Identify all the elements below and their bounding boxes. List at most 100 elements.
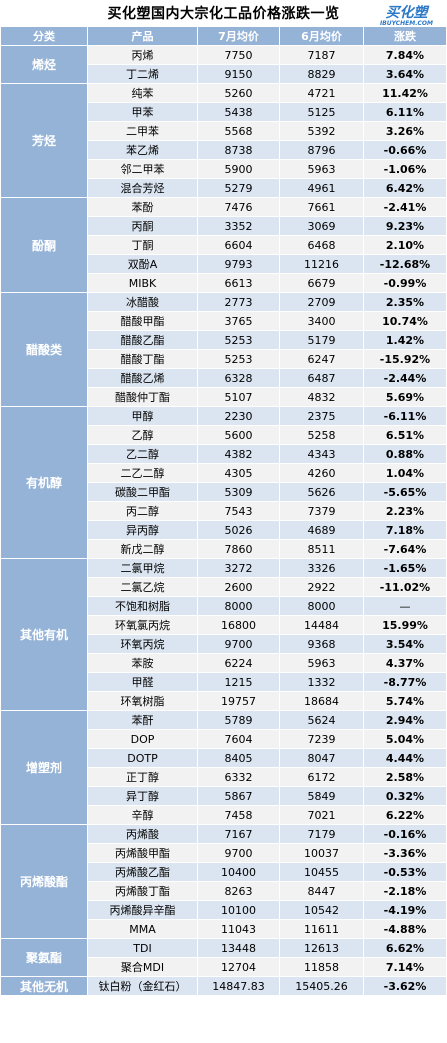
header-row: 分类 产品 7月均价 6月均价 涨跌 — [0, 26, 447, 46]
june-price-cell: 8511 — [279, 539, 364, 559]
change-cell: -0.99% — [363, 273, 447, 293]
july-price-cell: 7476 — [197, 197, 280, 217]
july-price-cell: 5253 — [197, 349, 280, 369]
july-price-cell: 3272 — [197, 558, 280, 578]
june-price-cell: 4689 — [279, 520, 364, 540]
change-cell: 2.58% — [363, 767, 447, 787]
table-row: 甲苯 5438 5125 6.11% — [1, 102, 447, 122]
june-price-cell: 11611 — [279, 919, 364, 939]
table-row: MIBK 6613 6679 -0.99% — [1, 273, 447, 293]
july-price-cell: 10400 — [197, 862, 280, 882]
june-price-cell: 7021 — [279, 805, 364, 825]
change-cell: -4.88% — [363, 919, 447, 939]
table-body: 烯烃 丙烯 7750 7187 7.84% 丁二烯 9150 8829 3.64% 芳烃 纯苯 526… — [0, 45, 447, 996]
june-price-cell: 5392 — [279, 121, 364, 141]
change-cell: 5.74% — [363, 691, 447, 711]
july-price-cell: 5438 — [197, 102, 280, 122]
table-row: 有机醇 甲醇 2230 2375 -6.11% — [0, 406, 447, 559]
title-bar: 买化塑国内大宗化工品价格涨跌一览 买化塑 IBUYCHEM.COM — [0, 0, 447, 27]
category-cell: 烯烃 — [0, 45, 88, 84]
table-row: 增塑剂 苯酐 5789 5624 2.94% — [0, 710, 447, 825]
june-price-cell: 3326 — [279, 558, 364, 578]
product-cell: 丙烯酸乙酯 — [87, 862, 198, 882]
product-cell: 丙二醇 — [87, 501, 198, 521]
table-row: 环氧氯丙烷 16800 14484 15.99% — [1, 615, 447, 635]
july-price-cell: 7860 — [197, 539, 280, 559]
july-price-cell: 6224 — [197, 653, 280, 673]
product-cell: 双酚A — [87, 254, 198, 274]
product-cell: 乙醇 — [87, 425, 198, 445]
june-price-cell: 6247 — [279, 349, 364, 369]
july-price-cell: 5260 — [197, 83, 280, 103]
july-price-cell: 3352 — [197, 216, 280, 236]
change-cell: 3.54% — [363, 634, 447, 654]
table-row: 碳酸二甲酯 5309 5626 -5.65% — [1, 482, 447, 502]
table-row: 丙烯酸异辛酯 10100 10542 -4.19% — [1, 900, 447, 920]
change-cell: — — [363, 596, 447, 616]
july-price-cell: 12704 — [197, 957, 280, 977]
table-row: 丙烯酸酯 丙烯酸 7167 7179 -0.16% — [0, 824, 447, 939]
june-price-cell: 6487 — [279, 368, 364, 388]
product-cell: 辛醇 — [87, 805, 198, 825]
table-row: 丁二烯 9150 8829 3.64% — [1, 64, 447, 84]
change-cell: 1.04% — [363, 463, 447, 483]
product-cell: 醋酸甲酯 — [87, 311, 198, 331]
table-row: 不饱和树脂 8000 8000— — [1, 596, 447, 616]
july-price-cell: 7167 — [197, 824, 280, 844]
june-price-cell: 5963 — [279, 653, 364, 673]
table-row: DOTP 8405 8047 4.44% — [1, 748, 447, 768]
product-cell: 环氧树脂 — [87, 691, 198, 711]
product-cell: 混合芳烃 — [87, 178, 198, 198]
price-table: 分类 产品 7月均价 6月均价 涨跌 烯烃 丙烯 7750 7187 7.84% 丁二烯 9… — [0, 26, 447, 996]
change-cell: 11.42% — [363, 83, 447, 103]
product-cell: 正丁醇 — [87, 767, 198, 787]
table-row: 其他无机 钛白粉（金红石） 14847.83 15405.26 -3.62% — [0, 976, 447, 996]
june-price-cell: 8796 — [279, 140, 364, 160]
header-category: 分类 — [0, 26, 88, 46]
june-price-cell: 7661 — [279, 197, 364, 217]
table-row: 正丁醇 6332 6172 2.58% — [1, 767, 447, 787]
july-price-cell: 13448 — [197, 938, 280, 958]
june-price-cell: 5849 — [279, 786, 364, 806]
july-price-cell: 7543 — [197, 501, 280, 521]
table-row: 其他有机 二氯甲烷 3272 3326 -1.65% — [0, 558, 447, 711]
product-cell: 二甲苯 — [87, 121, 198, 141]
june-price-cell: 5125 — [279, 102, 364, 122]
header-june-avg: 6月均价 — [279, 26, 364, 46]
june-price-cell: 5179 — [279, 330, 364, 350]
change-cell: 5.69% — [363, 387, 447, 407]
change-cell: 6.51% — [363, 425, 447, 445]
june-price-cell: 6468 — [279, 235, 364, 255]
june-price-cell: 11858 — [279, 957, 364, 977]
table-row: 丁酮 6604 6468 2.10% — [1, 235, 447, 255]
july-price-cell: 2773 — [197, 292, 280, 312]
category-cell: 醋酸类 — [0, 292, 88, 407]
product-cell: 甲醛 — [87, 672, 198, 692]
product-cell: 乙二醇 — [87, 444, 198, 464]
table-row: 醋酸甲酯 3765 3400 10.74% — [1, 311, 447, 331]
change-cell: -5.65% — [363, 482, 447, 502]
june-price-cell: 7179 — [279, 824, 364, 844]
change-cell: -6.11% — [363, 406, 447, 426]
product-cell: 醋酸丁酯 — [87, 349, 198, 369]
july-price-cell: 2230 — [197, 406, 280, 426]
change-cell: 0.32% — [363, 786, 447, 806]
table-row: 丙烯酸甲酯 9700 10037 -3.36% — [1, 843, 447, 863]
table-row: 聚合MDI 12704 11858 7.14% — [1, 957, 447, 977]
june-price-cell: 15405.26 — [279, 976, 364, 996]
table-row: 异丙醇 5026 4689 7.18% — [1, 520, 447, 540]
change-cell: -3.36% — [363, 843, 447, 863]
july-price-cell: 8000 — [197, 596, 280, 616]
change-cell: 6.62% — [363, 938, 447, 958]
june-price-cell: 9368 — [279, 634, 364, 654]
product-cell: 邻二甲苯 — [87, 159, 198, 179]
june-price-cell: 10542 — [279, 900, 364, 920]
june-price-cell: 7379 — [279, 501, 364, 521]
july-price-cell: 11043 — [197, 919, 280, 939]
table-row: 芳烃 纯苯 5260 4721 11.42% — [0, 83, 447, 198]
category-cell: 其他无机 — [0, 976, 88, 996]
july-price-cell: 7458 — [197, 805, 280, 825]
product-cell: 甲醇 — [87, 406, 198, 426]
july-price-cell: 8738 — [197, 140, 280, 160]
july-price-cell: 5279 — [197, 178, 280, 198]
